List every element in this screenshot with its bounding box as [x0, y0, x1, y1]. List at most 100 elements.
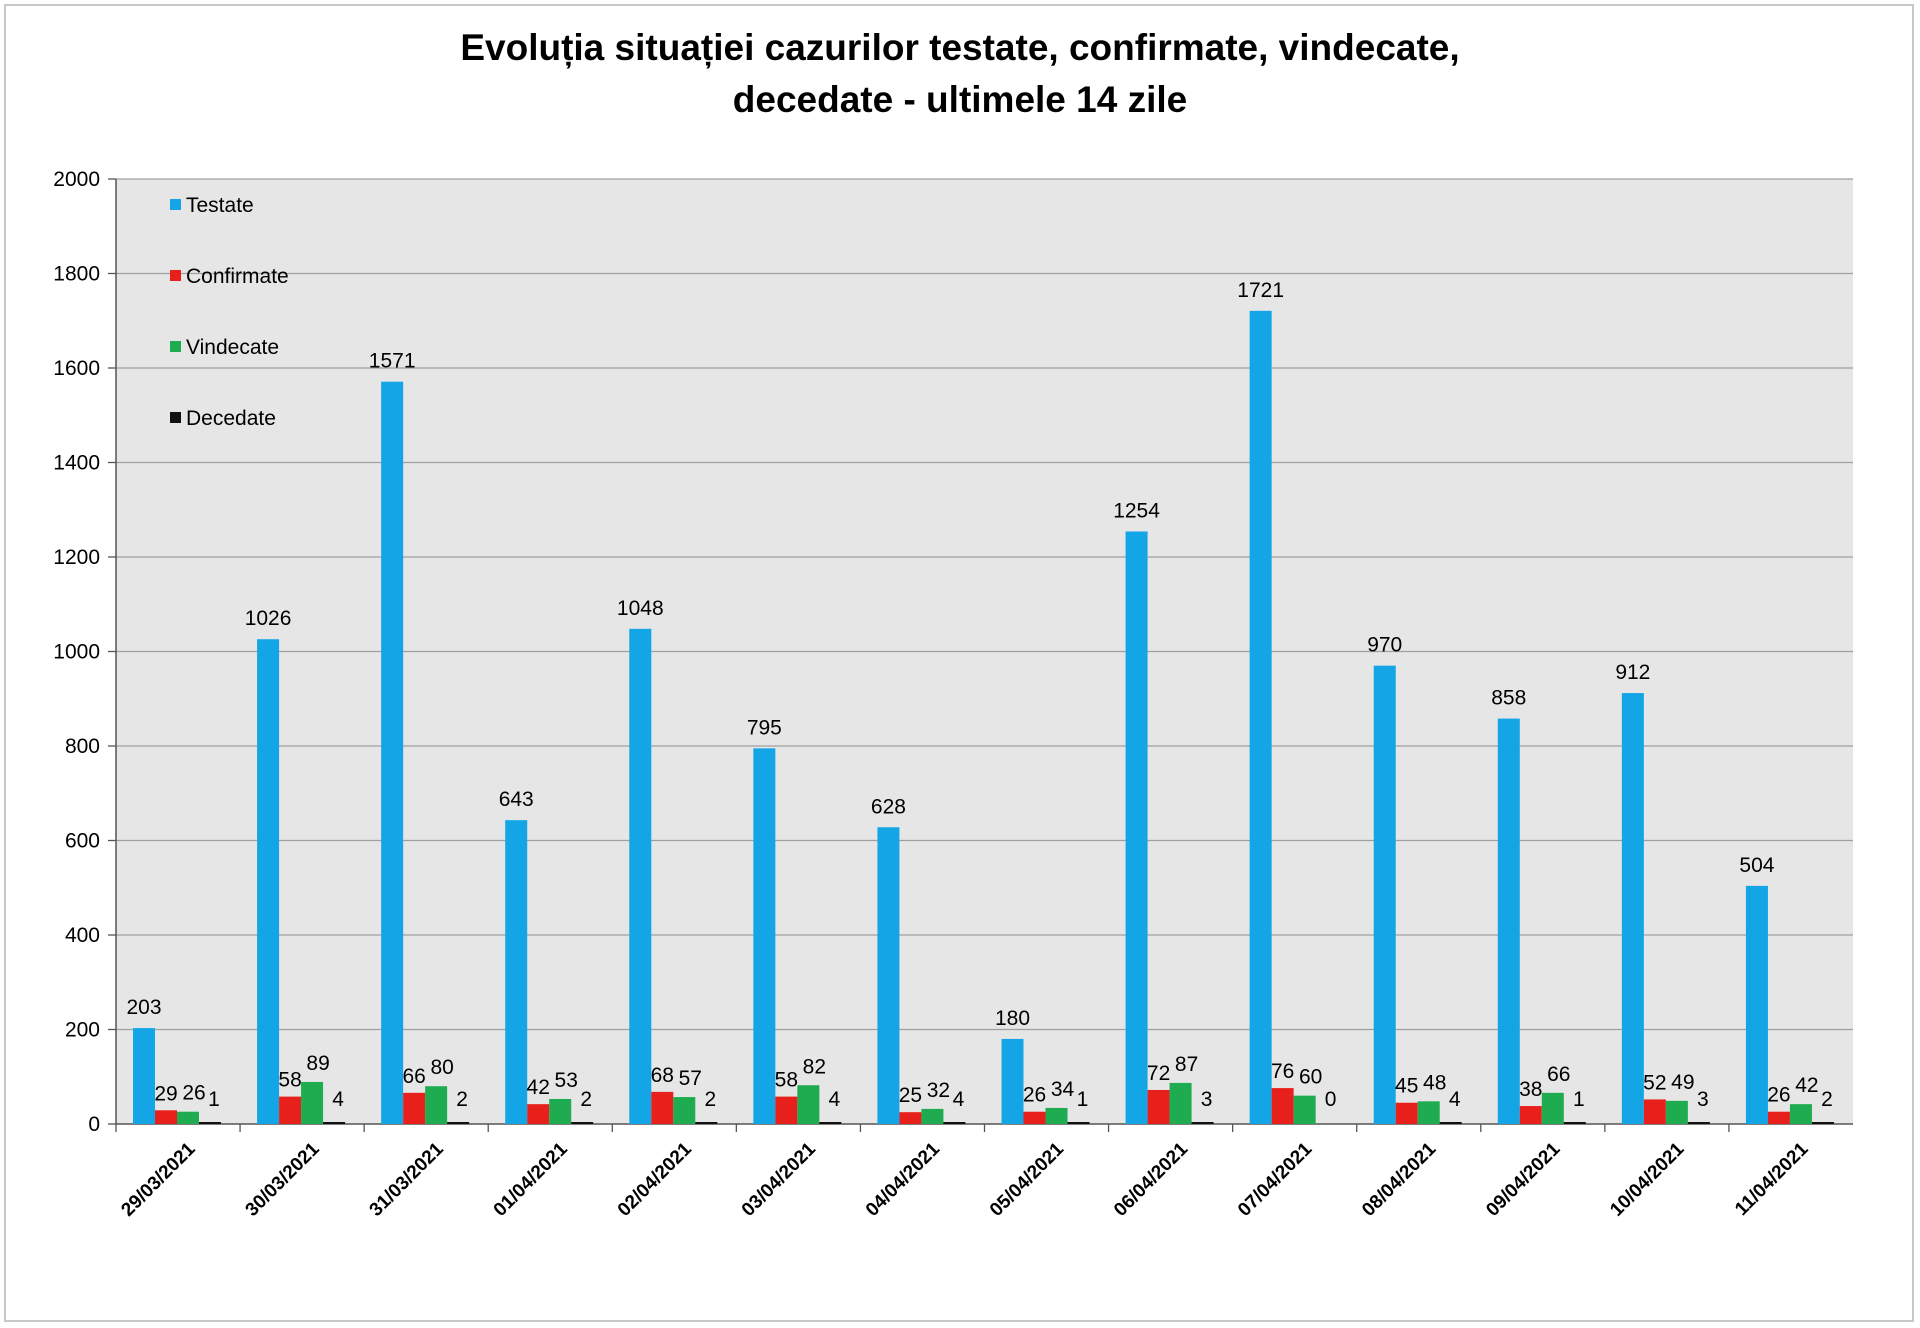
bar-decedate [1563, 1122, 1586, 1124]
bar-decedate [1439, 1122, 1462, 1124]
data-label-vindecate: 60 [1299, 1066, 1322, 1089]
data-label-vindecate: 57 [679, 1067, 702, 1090]
bar-vindecate [1417, 1101, 1440, 1124]
bar-vindecate [1541, 1092, 1564, 1124]
data-label-decedate: 4 [1449, 1088, 1461, 1111]
bar-testate [629, 628, 652, 1124]
data-label-vindecate: 32 [927, 1079, 950, 1102]
data-label-vindecate: 53 [555, 1069, 578, 1092]
data-label-confirmate: 38 [1519, 1078, 1542, 1101]
legend-label-vindecate: Vindecate [186, 336, 279, 359]
bar-vindecate [1789, 1104, 1812, 1124]
data-label-decedate: 2 [456, 1088, 468, 1111]
bar-testate [1497, 718, 1520, 1124]
data-label-decedate: 2 [1821, 1088, 1833, 1111]
y-tick-label: 1000 [53, 641, 100, 664]
bar-confirmate [1643, 1099, 1666, 1124]
bar-confirmate [1023, 1111, 1046, 1124]
category-labels: 29/03/2021 30/03/2021 31/03/2021 01/04/2021… [117, 1138, 1812, 1220]
chart-title-line-2: decedate - ultimele 14 zile [732, 79, 1188, 120]
x-category-label: 31/03/2021 [366, 1138, 448, 1220]
bar-decedate [447, 1122, 470, 1124]
bar-testate [381, 381, 404, 1124]
bar-testate [1745, 885, 1768, 1124]
bar-vindecate [549, 1098, 572, 1124]
data-label-testate: 912 [1615, 661, 1650, 684]
data-label-confirmate: 42 [527, 1076, 550, 1099]
data-label-testate: 1048 [617, 597, 664, 620]
bar-confirmate [1147, 1089, 1170, 1124]
data-label-testate: 795 [747, 716, 782, 739]
bar-testate [1621, 693, 1644, 1124]
data-label-vindecate: 48 [1423, 1071, 1446, 1094]
bar-confirmate [899, 1112, 922, 1124]
bar-confirmate [155, 1110, 177, 1124]
bar-vindecate [1665, 1100, 1688, 1124]
data-label-testate: 203 [126, 996, 161, 1019]
x-category-label: 07/04/2021 [1234, 1138, 1316, 1220]
bar-decedate [1687, 1122, 1710, 1124]
bar-testate [753, 748, 776, 1124]
x-category-label: 11/04/2021 [1731, 1138, 1813, 1220]
y-tick-label: 1800 [53, 263, 100, 286]
data-label-vindecate: 89 [306, 1052, 329, 1075]
data-label-confirmate: 76 [1271, 1060, 1294, 1083]
data-label-confirmate: 29 [154, 1082, 177, 1105]
y-tick-label: 1400 [53, 452, 100, 475]
bar-vindecate [921, 1108, 944, 1124]
data-label-testate: 1721 [1237, 279, 1284, 302]
x-category-label: 03/04/2021 [738, 1138, 820, 1220]
legend-label-confirmate: Confirmate [186, 265, 289, 288]
x-category-label: 06/04/2021 [1110, 1138, 1192, 1220]
bar-confirmate [1767, 1111, 1790, 1124]
bar-confirmate [279, 1096, 302, 1124]
bar-testate [133, 1028, 155, 1124]
x-category-label: 01/04/2021 [490, 1138, 572, 1220]
chart-title-line-1: Evoluția situației cazurilor testate, co… [460, 27, 1460, 68]
data-label-confirmate: 26 [1023, 1084, 1046, 1107]
bar-vindecate [1045, 1107, 1068, 1124]
bar-testate [257, 639, 280, 1124]
bar-confirmate [775, 1096, 798, 1124]
data-label-testate: 628 [871, 795, 906, 818]
data-label-decedate: 1 [1573, 1088, 1585, 1111]
data-label-testate: 1571 [369, 350, 416, 373]
data-label-testate: 1026 [245, 607, 292, 630]
legend-label-decedate: Decedate [186, 407, 276, 430]
bar-confirmate [1395, 1102, 1418, 1124]
data-label-confirmate: 68 [651, 1064, 674, 1087]
y-tick-label: 800 [65, 735, 100, 758]
data-label-vindecate: 42 [1795, 1074, 1818, 1097]
bar-testate [1373, 665, 1396, 1124]
x-category-label: 09/04/2021 [1482, 1138, 1564, 1220]
bar-confirmate [403, 1092, 426, 1124]
chart-title: Evoluția situației cazurilor testate, co… [0, 22, 1920, 126]
bar-confirmate [1271, 1088, 1294, 1124]
data-label-vindecate: 34 [1051, 1078, 1075, 1101]
data-label-testate: 504 [1739, 854, 1774, 877]
bar-vindecate [797, 1085, 820, 1124]
data-label-vindecate: 87 [1175, 1053, 1198, 1076]
data-label-confirmate: 26 [1767, 1084, 1790, 1107]
data-label-decedate: 0 [1325, 1088, 1337, 1111]
legend-swatch-vindecate [170, 341, 181, 352]
y-tick-label: 400 [65, 924, 100, 947]
bars [133, 310, 1834, 1124]
data-label-vindecate: 26 [182, 1082, 205, 1105]
x-category-label: 30/03/2021 [242, 1138, 324, 1220]
data-label-decedate: 1 [1077, 1088, 1089, 1111]
legend-swatch-decedate [170, 412, 181, 423]
bar-vindecate [1293, 1095, 1316, 1124]
bar-testate [505, 820, 528, 1124]
x-category-label: 08/04/2021 [1358, 1138, 1440, 1220]
bar-decedate [571, 1122, 594, 1124]
y-tick-label: 2000 [53, 168, 100, 191]
x-category-label: 29/03/2021 [117, 1138, 199, 1220]
data-label-confirmate: 45 [1395, 1075, 1418, 1098]
bar-decedate [323, 1122, 346, 1124]
y-tick-label: 600 [65, 830, 100, 853]
bar-confirmate [651, 1091, 674, 1124]
data-label-testate: 858 [1491, 687, 1526, 710]
